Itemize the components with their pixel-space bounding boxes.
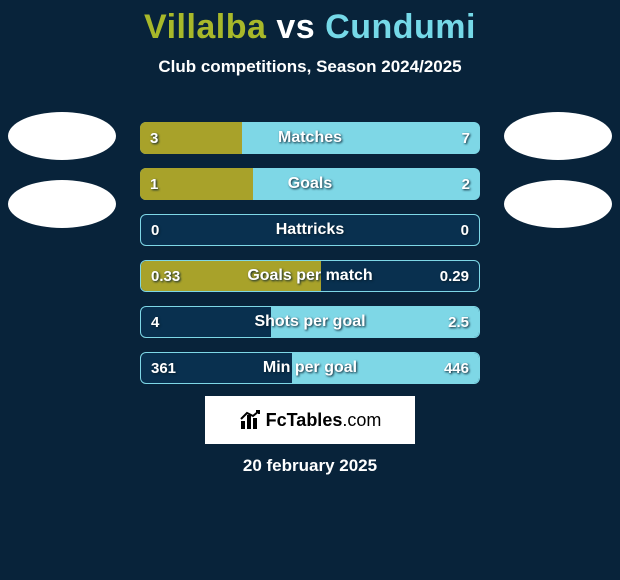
stat-label: Goals per match (141, 261, 479, 291)
stat-value-p2: 0 (461, 215, 469, 245)
stat-label: Goals (140, 168, 480, 200)
stat-label: Hattricks (141, 215, 479, 245)
comparison-title: Villalba vs Cundumi (0, 0, 620, 47)
stat-label: Min per goal (141, 353, 479, 383)
player2-logo-2 (504, 180, 612, 228)
date-text: 20 february 2025 (0, 456, 620, 476)
brand-chart-icon (239, 409, 263, 431)
stat-value-p2: 2 (462, 168, 470, 200)
stat-row: 0.33Goals per match0.29 (140, 260, 480, 292)
stat-label: Matches (140, 122, 480, 154)
stat-value-p2: 7 (462, 122, 470, 154)
brand-name-light: .com (342, 410, 381, 430)
vs-text: vs (276, 8, 315, 46)
stat-value-p2: 446 (444, 353, 469, 383)
player1-logo-1 (8, 112, 116, 160)
player1-logo-2 (8, 180, 116, 228)
stat-value-p2: 2.5 (448, 307, 469, 337)
brand-badge: FcTables.com (205, 396, 415, 444)
brand-name-bold: FcTables (266, 410, 343, 430)
stat-row: 0Hattricks0 (140, 214, 480, 246)
stat-bars: 3Matches7 1Goals2 0Hattricks0 0.33Goals per… (140, 122, 480, 384)
stat-row: 3Matches7 (140, 122, 480, 154)
stat-label: Shots per goal (141, 307, 479, 337)
stat-value-p2: 0.29 (440, 261, 469, 291)
player2-name: Cundumi (325, 8, 476, 46)
subtitle: Club competitions, Season 2024/2025 (0, 57, 620, 77)
player2-logo-stack (504, 112, 612, 228)
player1-name: Villalba (144, 8, 266, 46)
player2-logo-1 (504, 112, 612, 160)
brand-text: FcTables.com (266, 410, 382, 431)
stat-row: 4Shots per goal2.5 (140, 306, 480, 338)
stat-row: 361Min per goal446 (140, 352, 480, 384)
stat-row: 1Goals2 (140, 168, 480, 200)
player1-logo-stack (8, 112, 116, 228)
